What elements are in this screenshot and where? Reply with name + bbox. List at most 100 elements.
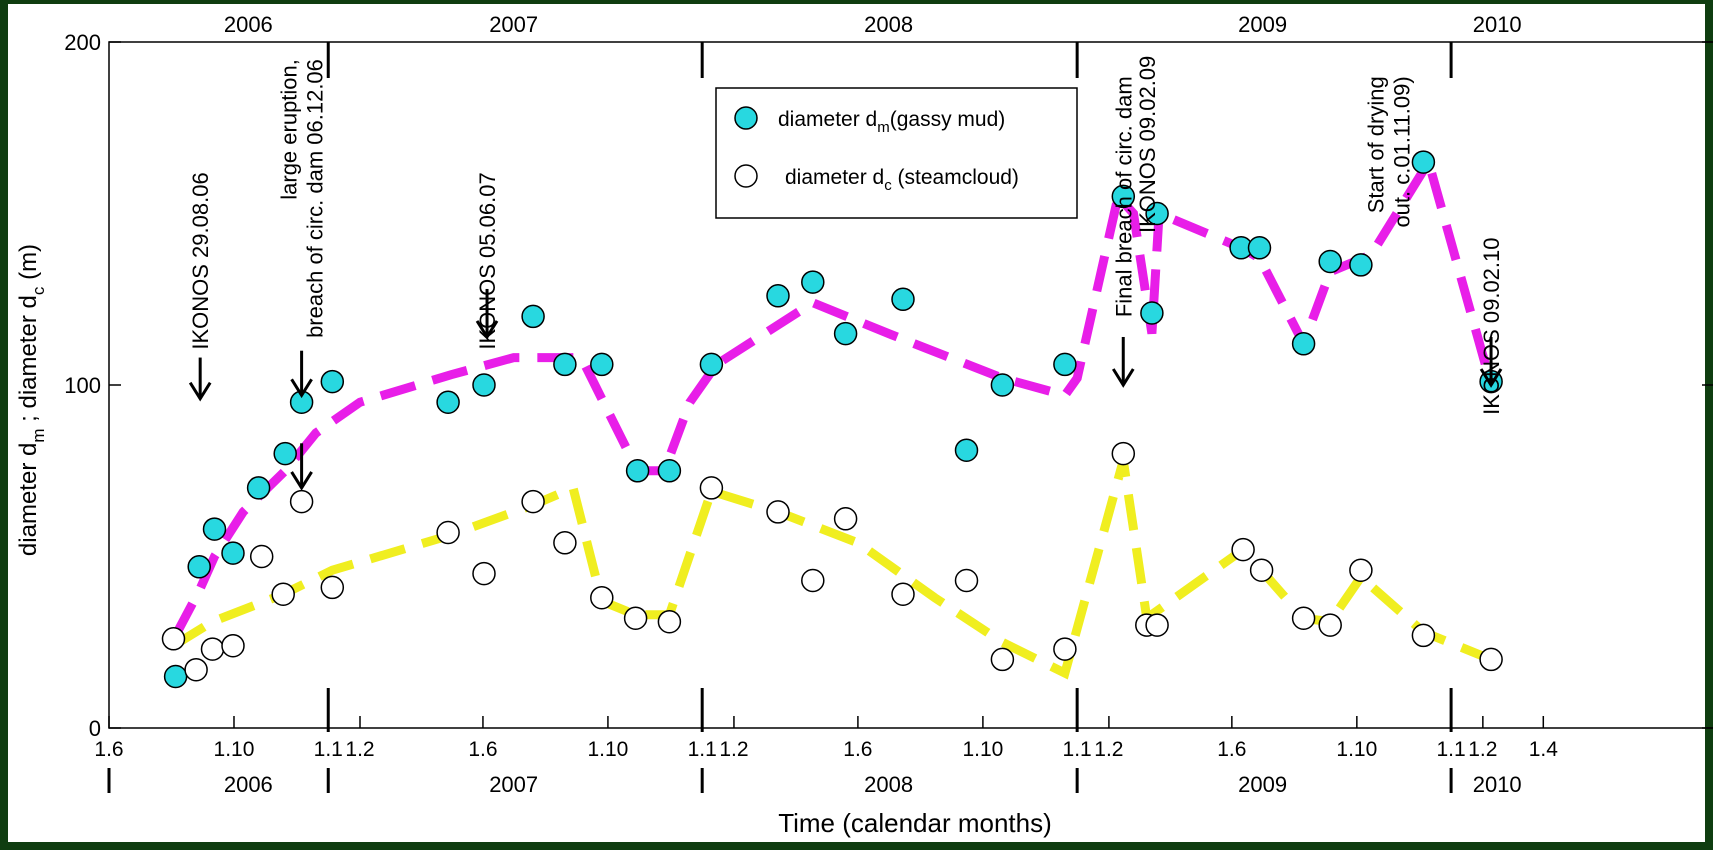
steam-point: [436, 520, 460, 545]
mud-point: [1140, 301, 1164, 325]
steam-point: [1053, 637, 1077, 661]
annotation-arrow-head: [1111, 368, 1135, 388]
steam-point: [590, 585, 614, 610]
legend-label-mud-rest: (gassy mud): [890, 108, 1006, 131]
annotation-label: Final breach of circ. dam: [1111, 76, 1136, 317]
mud-point: [1349, 253, 1373, 277]
annotation-line: Final breach of circ. dam: [1111, 76, 1136, 317]
mud-point: [202, 517, 227, 541]
mud-point: [553, 352, 577, 377]
x-tick-label: 1.2: [1468, 738, 1497, 761]
mud-point: [891, 287, 915, 312]
year-label-bottom: 2008: [864, 772, 913, 797]
mud-point: [1318, 249, 1342, 274]
mud-point: [187, 555, 211, 579]
mud-point: [1291, 332, 1316, 356]
steam-point: [1291, 606, 1316, 630]
mud-point: [163, 664, 188, 689]
steam-point: [271, 582, 295, 606]
annotation-label: IKONOS 09.02.09: [1135, 56, 1160, 233]
steam-point: [320, 575, 345, 600]
legend-label-mud-main: diameter d: [778, 108, 877, 131]
mud-point: [221, 541, 245, 565]
mud-point: [436, 390, 460, 414]
year-label-bottom: 2010: [1473, 772, 1522, 797]
x-tick-label: 1.6: [468, 738, 497, 761]
steam-point: [891, 582, 915, 606]
legend-label-mud: diameter dm(gassy mud): [778, 108, 1005, 136]
x-tick-label: 1.6: [843, 738, 872, 761]
mud-point: [801, 270, 825, 294]
steam-point: [954, 568, 979, 593]
steam-point: [521, 489, 545, 514]
data-points: [161, 150, 1503, 689]
y-tick-label: 200: [64, 30, 101, 55]
x-tick-label: 1.10: [962, 738, 1003, 761]
steam-point: [249, 544, 274, 569]
mud-trend-line: [171, 151, 1496, 638]
x-tick-label: 1.1: [1063, 738, 1092, 761]
year-label-bottom: 2006: [224, 772, 273, 797]
x-tick-label: 1.2: [1094, 738, 1123, 761]
steam-point: [1111, 441, 1136, 466]
steam-point: [200, 637, 225, 661]
steam-point: [553, 531, 577, 555]
steam-point: [1479, 647, 1503, 672]
x-tick-label: 1.10: [214, 738, 255, 761]
legend-label-mud-sub: m: [877, 119, 890, 136]
year-label-top: 2008: [864, 12, 913, 37]
mud-point: [657, 459, 682, 483]
steam-point: [657, 609, 682, 634]
year-label-bottom: 2009: [1238, 772, 1287, 797]
y-axis-title: diameter dm ; diameter dc (m): [15, 244, 48, 556]
mud-point: [766, 284, 790, 308]
annotation-line: IKONOS 29.08.06: [188, 172, 213, 349]
legend-marker-steam: [734, 164, 758, 188]
y-tick-label: 100: [64, 373, 101, 398]
mud-point: [833, 321, 858, 346]
year-label-top: 2010: [1473, 12, 1522, 37]
annotation-arrow-head: [475, 320, 499, 340]
annotation-label: IKONOS 09.02.10: [1479, 238, 1504, 415]
y-axis-title-subscript: m: [29, 429, 48, 443]
steam-point: [472, 561, 496, 586]
annotation-label: Start of dryingout. c.01.11.09): [1364, 76, 1415, 227]
mud-point: [1145, 201, 1169, 226]
steam-point: [184, 657, 208, 682]
steam-point: [833, 507, 858, 531]
legend-label-steam-sub: c: [884, 177, 892, 194]
steam-point: [766, 500, 790, 524]
steam-point: [623, 606, 648, 630]
y-axis-title-subscript: c: [29, 286, 48, 295]
mud-point: [990, 373, 1015, 397]
annotation-line: IKONOS 09.02.09: [1135, 56, 1160, 233]
steam-point: [289, 489, 314, 514]
annotation-arrow-head: [290, 471, 313, 491]
legend: diameter dm(gassy mud) diameter d c (stea…: [715, 87, 1078, 219]
steam-point: [1231, 537, 1255, 562]
steam-point: [1145, 613, 1169, 637]
mud-point: [1053, 352, 1077, 377]
annotation-arrow-head: [1479, 368, 1503, 388]
annotation-arrow-head: [188, 381, 212, 402]
steam-point: [161, 627, 186, 651]
steam-point: [221, 633, 245, 658]
year-label-bottom: 2007: [489, 772, 538, 797]
steam-point: [1411, 623, 1436, 648]
steam-point: [1249, 558, 1274, 582]
year-label-top: 2006: [224, 12, 273, 37]
mud-point: [273, 441, 297, 466]
steam-point: [1318, 613, 1342, 637]
mud-point: [1111, 184, 1136, 209]
x-tick-label: 1.10: [587, 738, 628, 761]
annotation-line: breach of circ. dam 06.12.06: [303, 59, 328, 338]
mud-point: [699, 352, 724, 377]
annotation-line: Start of drying: [1364, 76, 1389, 213]
y-axis-title-part: diameter d: [15, 443, 42, 556]
x-tick-label: 1.2: [345, 738, 374, 761]
annotation-arrow-head: [290, 378, 313, 399]
legend-label-steam-rest: (steamcloud): [892, 166, 1019, 189]
mud-point: [521, 304, 545, 329]
legend-box: [715, 87, 1078, 219]
